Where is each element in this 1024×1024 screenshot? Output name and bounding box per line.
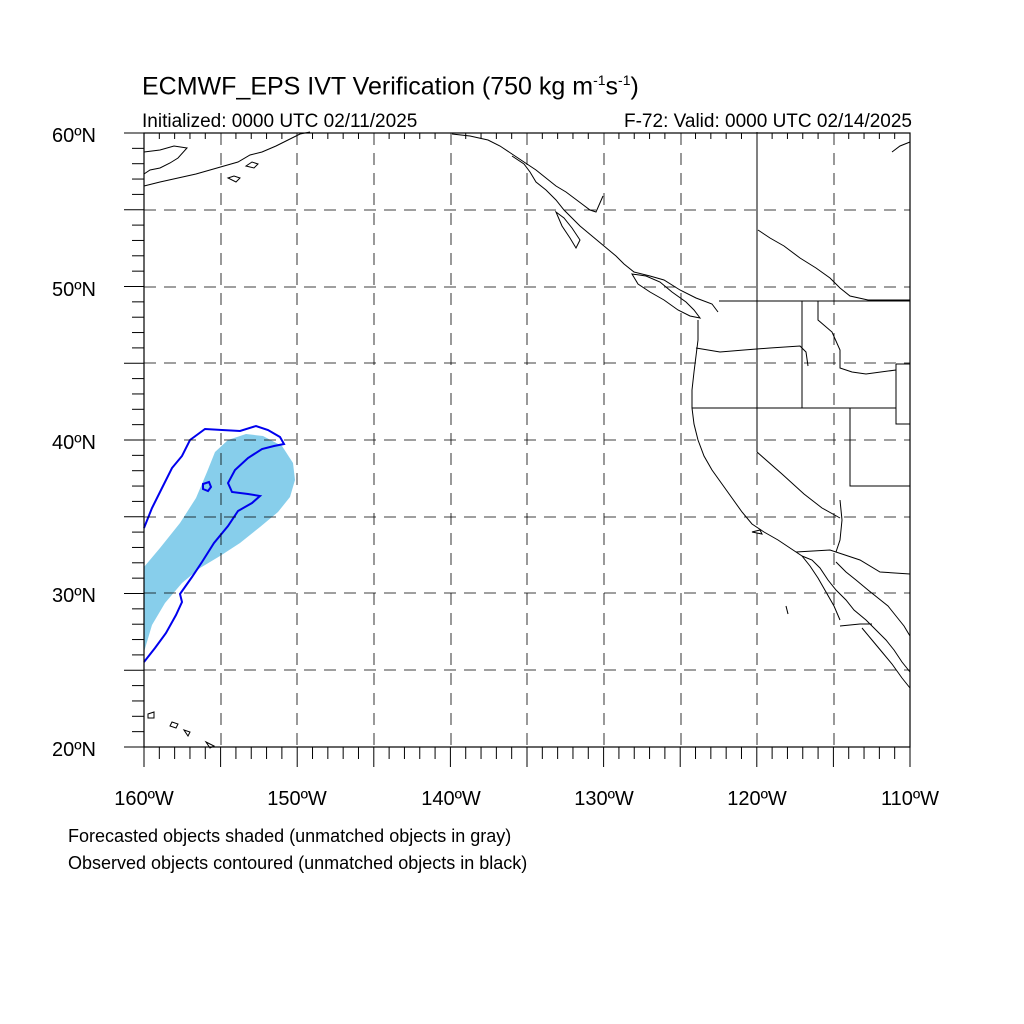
title-sup-2: -1 [618, 72, 631, 88]
lat-label-60: 60ºN [52, 125, 96, 147]
initialized-time: Initialized: 0000 UTC 02/11/2025 [142, 111, 418, 132]
observed-contour-small [202, 480, 213, 493]
title-main: ECMWF_EPS IVT Verification (750 kg m [142, 72, 594, 101]
title-mid: s [605, 72, 619, 101]
legend-forecast: Forecasted objects shaded (unmatched obj… [68, 826, 512, 846]
title-close: ) [630, 72, 639, 101]
lat-label-30: 30ºN [52, 585, 96, 607]
lon-label-130w: 130ºW [574, 788, 634, 810]
legend-observed: Observed objects contoured (unmatched ob… [68, 853, 528, 873]
borders [692, 132, 911, 627]
lon-label-140w: 140ºW [421, 788, 481, 810]
observed-contour [143, 424, 286, 663]
grid-lines [144, 133, 910, 747]
lon-label-150w: 150ºW [267, 788, 327, 810]
title-sup-1: -1 [593, 72, 606, 88]
lat-label-50: 50ºN [52, 279, 96, 301]
lon-label-160w: 160ºW [114, 788, 174, 810]
coastlines [143, 131, 911, 749]
axis-ticks [124, 132, 911, 767]
lon-label-110w: 110ºW [881, 788, 939, 810]
forecast-object [144, 434, 295, 652]
map-title: ECMWF_EPS IVT Verification (750 kg m-1s-… [142, 72, 639, 101]
lat-label-40: 40ºN [52, 432, 96, 454]
valid-time: F-72: Valid: 0000 UTC 02/14/2025 [624, 111, 912, 132]
lon-label-120w: 120ºW [727, 788, 787, 810]
lat-label-20: 20ºN [52, 739, 96, 761]
